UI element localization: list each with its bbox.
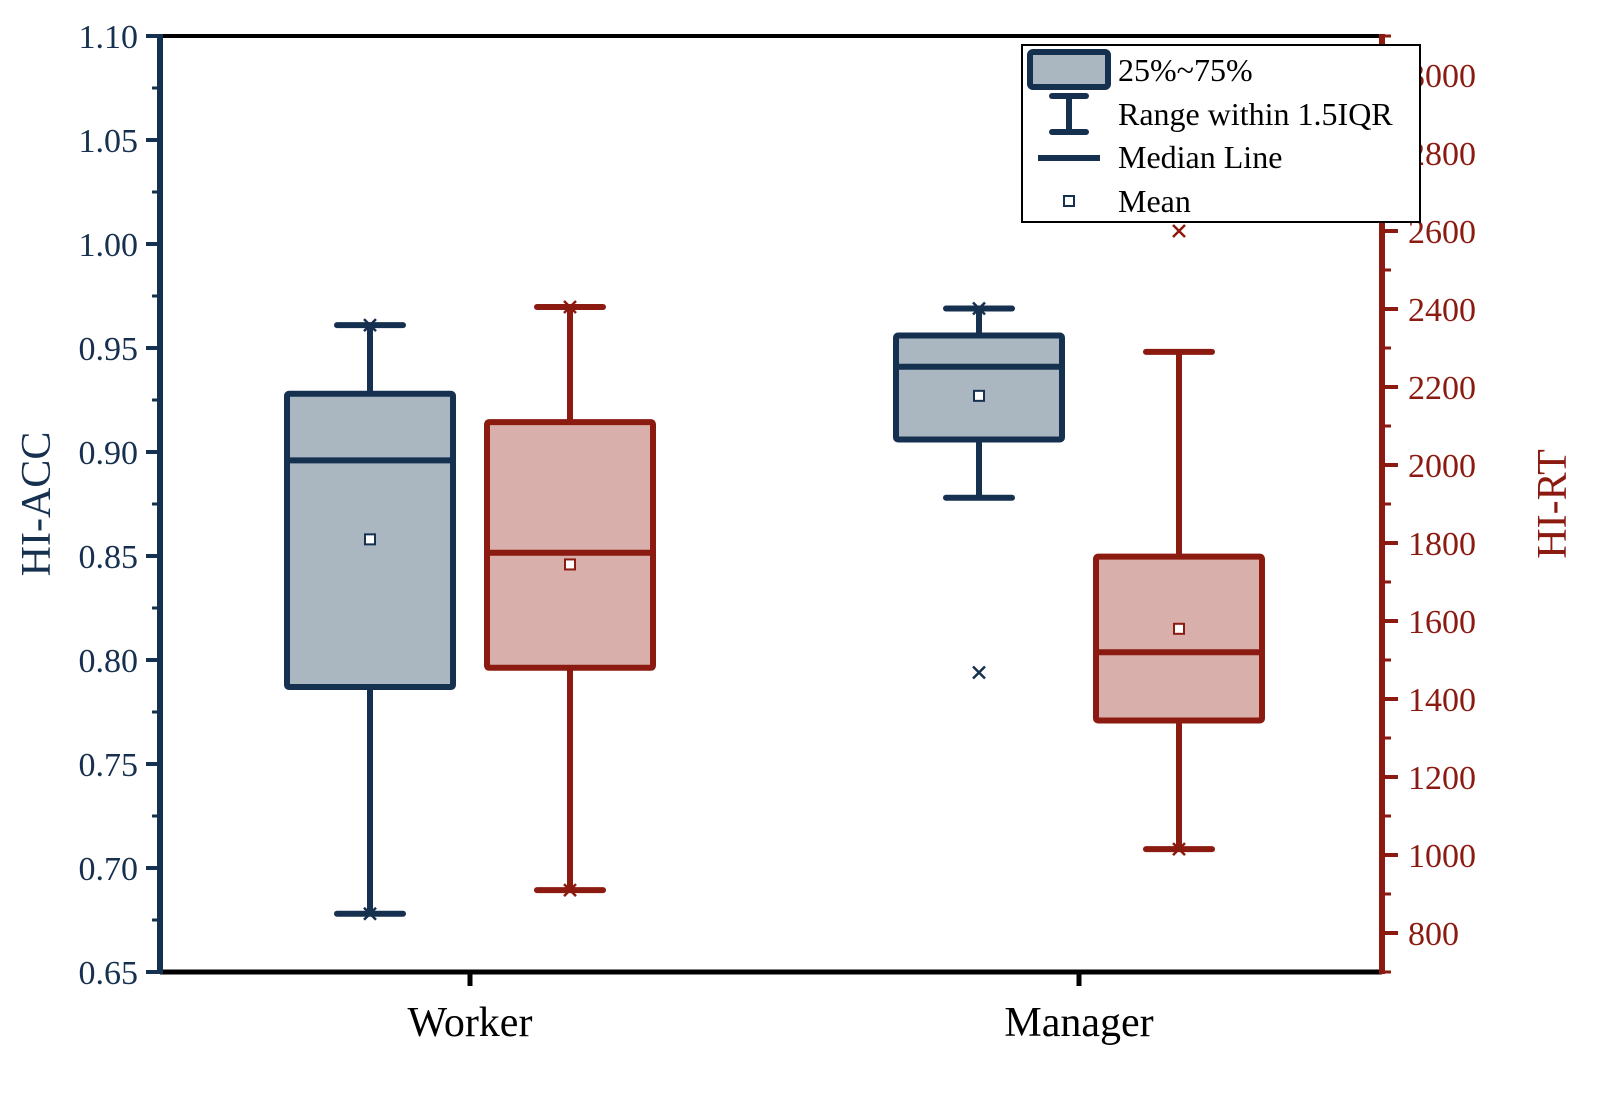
- left-tick-label: 1.10: [79, 19, 139, 56]
- left-tick-label: 0.70: [79, 851, 139, 888]
- right-tick-label: 2400: [1408, 292, 1476, 329]
- extreme-marker: [563, 883, 577, 897]
- legend: 25%~75% Range within 1.5IQR Median Line Mea…: [1021, 44, 1421, 223]
- left-tick-label: 0.90: [79, 435, 139, 472]
- category-label: Worker: [408, 1000, 533, 1046]
- legend-label: Range within 1.5IQR: [1118, 96, 1393, 132]
- right-tick-label: 1200: [1408, 760, 1476, 797]
- mean-marker: [1173, 622, 1185, 635]
- right-tick-label: 1000: [1408, 838, 1476, 875]
- extreme-marker: [363, 906, 377, 921]
- outlier-marker: [972, 665, 986, 680]
- left-tick-label: 0.85: [79, 539, 139, 576]
- mean-marker: [364, 533, 376, 546]
- extreme-marker: [972, 301, 986, 316]
- right-tick-label: 1400: [1408, 682, 1476, 719]
- legend-box-swatch: [1027, 49, 1111, 90]
- left-axis-title: HI-ACC: [14, 432, 60, 577]
- category-label: Manager: [1004, 1000, 1153, 1046]
- mean-marker: [973, 389, 985, 402]
- right-tick-label: 2200: [1408, 370, 1476, 407]
- right-axis-title: HI-RT: [1530, 449, 1576, 558]
- left-tick-label: 0.65: [79, 955, 139, 992]
- iqr-box: [893, 332, 1065, 443]
- left-tick-label: 1.05: [79, 123, 139, 160]
- outlier-marker: [1172, 224, 1186, 238]
- plot-area: [284, 224, 1265, 921]
- right-tick-label: 1800: [1408, 526, 1476, 563]
- right-tick-label: 1600: [1408, 604, 1476, 641]
- right-tick-label: 800: [1408, 916, 1459, 953]
- legend-mean-swatch: [1063, 195, 1075, 207]
- axes: 0.65 0.70 0.75 0.80 0.85 0.90 0.95 1.00 1.05 1.10…: [14, 19, 1576, 1046]
- left-tick-label: 0.75: [79, 747, 139, 784]
- legend-label: Median Line: [1118, 139, 1282, 175]
- legend-label: Mean: [1118, 183, 1191, 219]
- mean-marker: [564, 558, 576, 571]
- legend-label: 25%~75%: [1118, 52, 1253, 88]
- right-tick-label: 2000: [1408, 448, 1476, 485]
- left-tick-label: 0.95: [79, 331, 139, 368]
- extreme-marker: [1172, 842, 1186, 857]
- iqr-box: [484, 419, 656, 671]
- extreme-marker: [363, 318, 377, 333]
- left-tick-label: 0.80: [79, 643, 139, 680]
- extreme-marker: [563, 300, 577, 314]
- iqr-box: [1093, 553, 1265, 724]
- left-tick-label: 1.00: [79, 227, 139, 264]
